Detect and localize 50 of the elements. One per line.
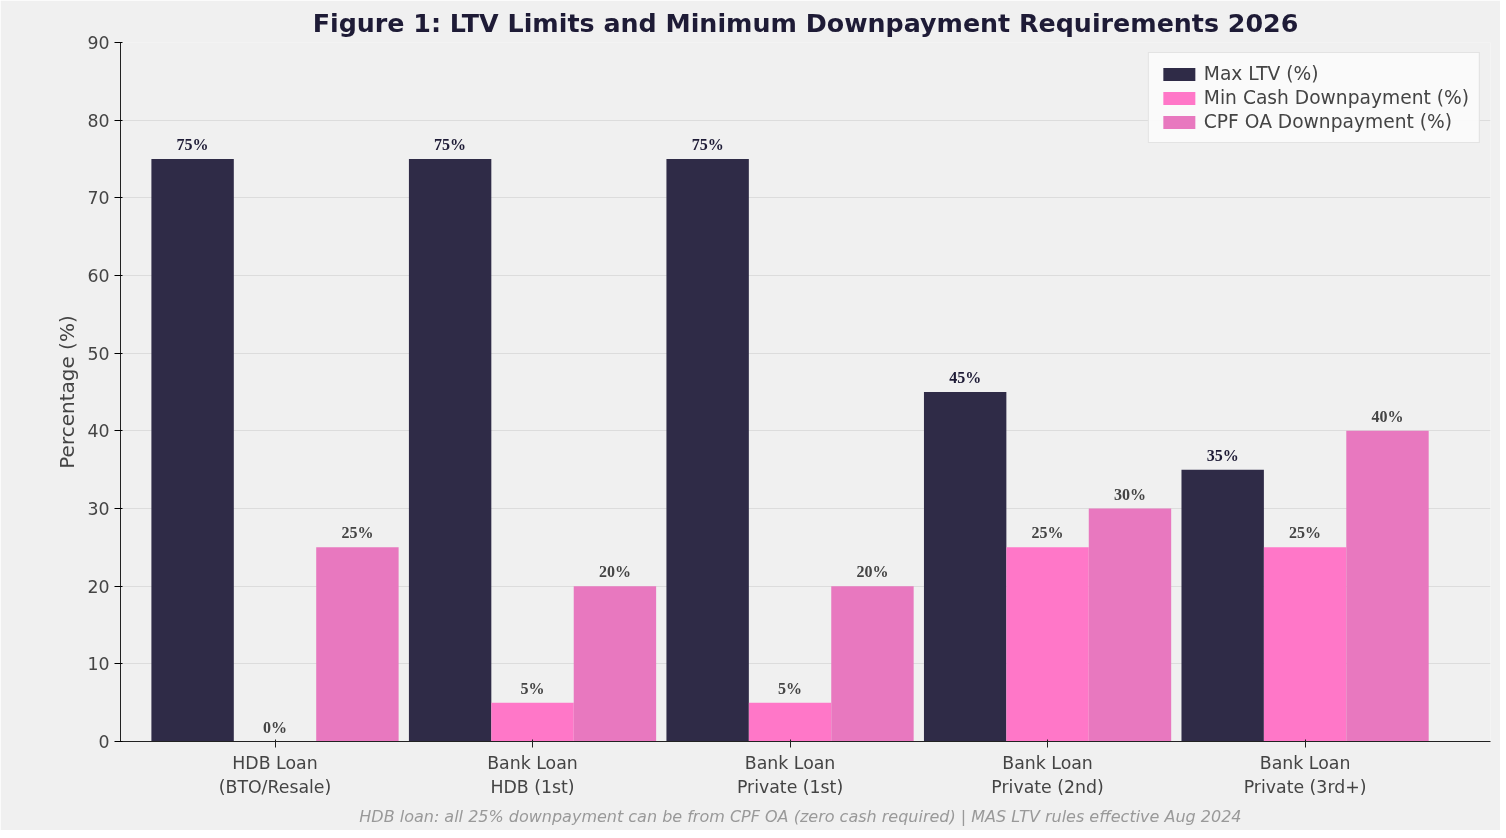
data-label: 5% bbox=[778, 679, 803, 697]
data-label: 40% bbox=[1371, 407, 1404, 425]
bar bbox=[573, 586, 657, 742]
bar bbox=[408, 159, 492, 742]
x-tick-label: Bank Loan Private (2nd) bbox=[991, 752, 1104, 797]
data-label: 75% bbox=[434, 136, 467, 153]
data-label: 25% bbox=[1031, 524, 1064, 542]
y-tick-label: 70 bbox=[87, 188, 110, 209]
x-tick-label: Bank Loan Private (1st) bbox=[736, 752, 844, 797]
data-label: 45% bbox=[949, 369, 982, 386]
data-label: 35% bbox=[1206, 446, 1239, 464]
y-tick-label: 90 bbox=[87, 33, 110, 53]
x-tick-label: Bank Loan Private (3rd+) bbox=[1243, 752, 1367, 797]
bar bbox=[1181, 469, 1264, 742]
data-label: 25% bbox=[1289, 524, 1322, 542]
legend-label: Max LTV (%) bbox=[1203, 63, 1319, 84]
bar bbox=[151, 159, 234, 742]
data-label: 5% bbox=[520, 679, 545, 697]
y-tick-label: 50 bbox=[87, 343, 110, 364]
bar bbox=[666, 159, 749, 742]
data-label: 20% bbox=[856, 563, 889, 581]
bar bbox=[1346, 430, 1429, 742]
y-tick-label: 20 bbox=[87, 576, 110, 597]
x-tick-label: HDB Loan (BTO/Resale) bbox=[218, 752, 332, 797]
y-tick-label: 40 bbox=[87, 421, 110, 442]
data-label: 20% bbox=[598, 563, 631, 581]
y-tick-label: 10 bbox=[87, 654, 110, 675]
bar bbox=[831, 586, 914, 742]
bar bbox=[923, 392, 1007, 742]
text: HDB loan: all 25% downpayment can be from CPF OA (zero cash required) | MAS LTV rules effective Aug 2024 bbox=[359, 806, 1242, 826]
y-axis-title: Percentage (%) bbox=[55, 315, 80, 469]
y-tick-label: 80 bbox=[87, 110, 110, 131]
bar bbox=[1263, 547, 1347, 742]
data-label: 25% bbox=[341, 524, 374, 542]
data-label: 0% bbox=[263, 718, 288, 736]
bar bbox=[316, 547, 399, 742]
bar bbox=[1088, 508, 1172, 742]
data-label: 75% bbox=[176, 136, 209, 153]
data-label: 75% bbox=[691, 136, 724, 153]
data-label: 30% bbox=[1113, 485, 1146, 503]
bar bbox=[748, 702, 832, 742]
legend-label: Min Cash Downpayment (%) bbox=[1203, 87, 1469, 108]
y-tick-label: 60 bbox=[87, 266, 110, 286]
bar bbox=[1006, 547, 1089, 742]
x-tick-label: Bank Loan HDB (1st) bbox=[487, 752, 578, 797]
legend-label: CPF OA Downpayment (%) bbox=[1203, 111, 1453, 132]
y-tick-label: 30 bbox=[87, 499, 110, 519]
chart-title: Figure 1: LTV Limits and Minimum Downpayment Requirements 2026 bbox=[312, 7, 1299, 38]
y-tick-label: 0 bbox=[98, 732, 110, 752]
bar bbox=[491, 702, 574, 742]
